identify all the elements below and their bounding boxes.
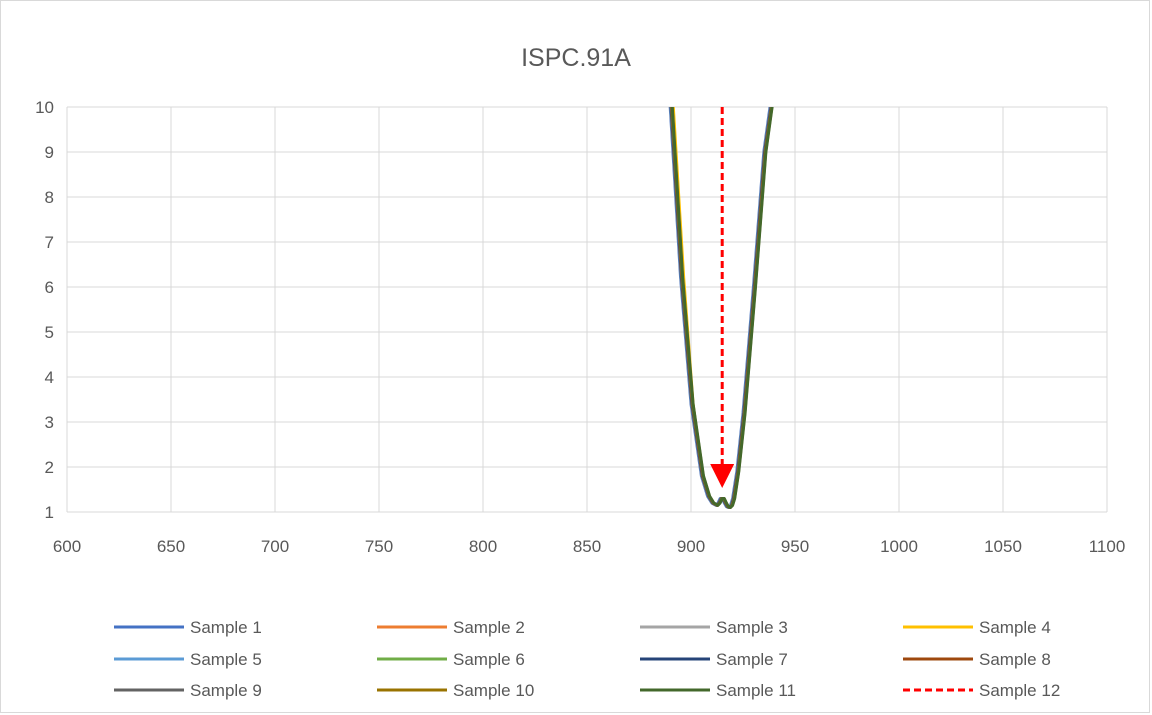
y-tick-label: 9 — [45, 143, 54, 162]
x-tick-label: 950 — [781, 537, 809, 556]
y-tick-label: 5 — [45, 323, 54, 342]
chart-title: ISPC.91A — [521, 44, 631, 72]
legend-label-sample-4: Sample 4 — [979, 618, 1051, 637]
x-tick-label: 1000 — [880, 537, 918, 556]
x-tick-label: 1050 — [984, 537, 1022, 556]
x-tick-label: 850 — [573, 537, 601, 556]
grid — [66, 106, 1108, 513]
legend-label-sample-10: Sample 10 — [453, 681, 534, 700]
legend-label-sample-1: Sample 1 — [190, 618, 262, 637]
legend-label-sample-3: Sample 3 — [716, 618, 788, 637]
y-tick-label: 3 — [45, 413, 54, 432]
x-tick-label: 600 — [53, 537, 81, 556]
y-tick-label: 8 — [45, 188, 54, 207]
x-axis-ticks: 600 650 700 750 800 850 900 950 1000 1050 1100 — [53, 537, 1125, 556]
y-axis-ticks: 1 2 3 4 5 6 7 8 9 10 — [35, 98, 54, 522]
legend-label-sample-11: Sample 11 — [716, 681, 796, 700]
x-tick-label: 750 — [365, 537, 393, 556]
series-line-sample-11 — [670, 107, 774, 509]
legend-label-sample-9: Sample 9 — [190, 681, 262, 700]
y-tick-label: 4 — [45, 368, 54, 387]
y-tick-label: 1 — [45, 503, 54, 522]
y-tick-label: 7 — [45, 233, 54, 252]
legend: Sample 1 Sample 2 Sample 3 Sample 4 Sample 5… — [114, 618, 1060, 700]
legend-label-sample-8: Sample 8 — [979, 650, 1051, 669]
x-tick-label: 900 — [677, 537, 705, 556]
x-tick-label: 650 — [157, 537, 185, 556]
y-tick-label: 6 — [45, 278, 54, 297]
legend-label-sample-6: Sample 6 — [453, 650, 525, 669]
y-tick-label: 2 — [45, 458, 54, 477]
x-tick-label: 800 — [469, 537, 497, 556]
x-tick-label: 700 — [261, 537, 289, 556]
series-lines — [668, 107, 774, 509]
y-tick-label: 10 — [35, 98, 54, 117]
legend-label-sample-12: Sample 12 — [979, 681, 1060, 700]
legend-label-sample-5: Sample 5 — [190, 650, 262, 669]
legend-label-sample-2: Sample 2 — [453, 618, 525, 637]
x-tick-label: 1100 — [1089, 537, 1126, 556]
legend-label-sample-7: Sample 7 — [716, 650, 788, 669]
